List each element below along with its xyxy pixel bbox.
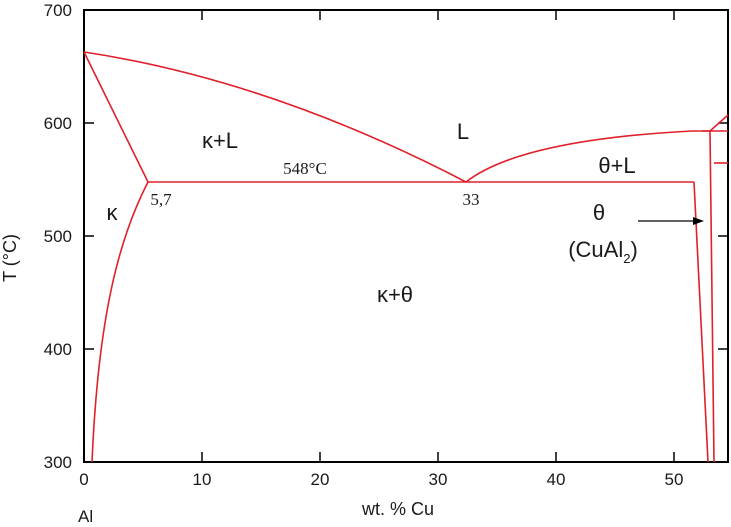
phase-boundaries	[83, 51, 729, 463]
formula-subscript: 2	[623, 251, 630, 266]
x-axis-title: wt. % Cu	[361, 499, 434, 519]
y-tick-label: 300	[44, 453, 72, 472]
theta-boundary-left	[693, 181, 709, 463]
x-tick-label: 10	[193, 470, 212, 489]
y-tick-label: 600	[44, 114, 72, 133]
formula-main: (CuAl	[568, 237, 623, 262]
theta-liquidus-peak	[702, 114, 729, 132]
origin-element-label: Al	[78, 507, 93, 526]
region-kappa: κ	[107, 200, 119, 225]
plot-frame	[83, 9, 729, 463]
liquidus-left	[83, 51, 467, 183]
y-axis-title: T (°C)	[0, 234, 20, 282]
y-tick-label: 500	[44, 227, 72, 246]
y-tick-label: 400	[44, 340, 72, 359]
x-tick-label: 0	[79, 470, 88, 489]
region-kappa-liquid: κ+L	[202, 128, 238, 153]
x-axis: 0 10 20 30 40 50	[79, 10, 683, 489]
region-theta-formula: (CuAl2)	[568, 237, 638, 266]
region-theta-liquid: θ+L	[598, 153, 635, 178]
eutectic-temperature-label: 548°C	[283, 159, 327, 178]
theta-boundary-right	[709, 130, 715, 463]
eutectic-composition-label: 33	[463, 190, 480, 209]
y-axis: 300 400 500 600 700	[44, 1, 728, 472]
y-tick-label: 700	[44, 1, 72, 20]
region-kappa-theta: κ+θ	[377, 282, 413, 307]
x-tick-label: 40	[547, 470, 566, 489]
solvus-kappa	[91, 181, 149, 463]
region-liquid: L	[457, 119, 469, 144]
theta-pointer-arrow	[638, 217, 704, 225]
x-tick-label: 30	[429, 470, 448, 489]
max-solubility-label: 5,7	[150, 190, 172, 209]
liquidus-right	[465, 130, 728, 183]
solidus-kappa	[83, 51, 149, 183]
x-tick-label: 50	[665, 470, 684, 489]
formula-close: )	[630, 237, 637, 262]
region-theta: θ	[593, 200, 605, 225]
x-tick-label: 20	[311, 470, 330, 489]
